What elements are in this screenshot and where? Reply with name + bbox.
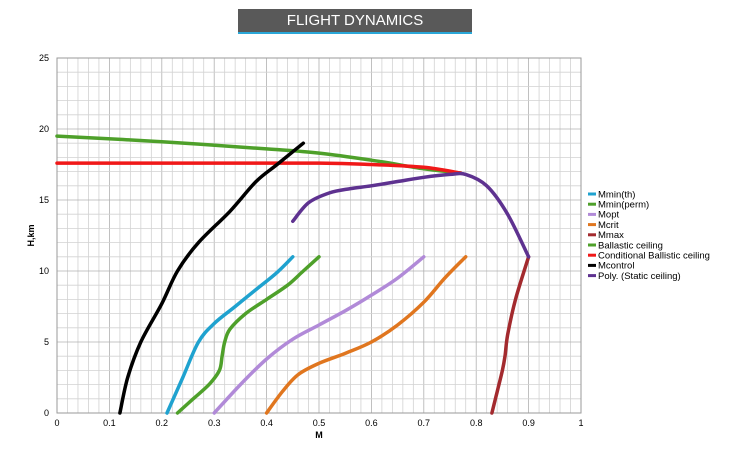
x-tick-label: 0 xyxy=(54,418,59,428)
chart-grid xyxy=(56,57,582,414)
x-tick-label: 0.7 xyxy=(418,418,431,428)
legend-label: Mmin(th) xyxy=(598,189,635,200)
legend-label: Mopt xyxy=(598,210,619,221)
series-line-7 xyxy=(118,141,306,415)
x-tick-label: 0.1 xyxy=(103,418,116,428)
y-axis-label: H,km xyxy=(26,224,36,246)
y-tick-label: 0 xyxy=(44,408,49,418)
legend-label: Mcrit xyxy=(598,220,619,231)
y-tick-label: 20 xyxy=(39,124,49,134)
series-line-0 xyxy=(165,255,295,415)
series-line-8 xyxy=(291,171,531,259)
x-tick-label: 0.5 xyxy=(313,418,326,428)
x-tick-label: 0.4 xyxy=(260,418,273,428)
series-line-6 xyxy=(55,161,463,175)
series-line-4 xyxy=(490,255,531,415)
legend-label: Ballastic ceiling xyxy=(598,240,663,251)
legend-label: Conditional Ballistic ceiling xyxy=(598,251,710,262)
x-tick-label: 0.3 xyxy=(208,418,221,428)
x-tick-label: 0.6 xyxy=(365,418,378,428)
series-line-3 xyxy=(264,255,468,415)
series-line-2 xyxy=(212,255,426,415)
y-tick-label: 10 xyxy=(39,266,49,276)
legend-label: Mcontrol xyxy=(598,261,634,272)
plot-border xyxy=(56,57,582,414)
legend-label: Poly. (Static ceiling) xyxy=(598,271,681,282)
series-line-1 xyxy=(175,255,321,415)
chart-title: FLIGHT DYNAMICS xyxy=(238,9,472,34)
y-tick-label: 5 xyxy=(44,337,49,347)
x-axis-label: M xyxy=(315,430,323,440)
chart-series xyxy=(55,134,531,415)
legend-label: Mmax xyxy=(598,230,624,241)
x-tick-label: 0.8 xyxy=(470,418,483,428)
chart-legend: Mmin(th)Mmin(perm)MoptMcritMmaxBallastic… xyxy=(588,189,710,282)
x-tick-label: 0.9 xyxy=(522,418,535,428)
x-tick-label: 1 xyxy=(578,418,583,428)
legend-label: Mmin(perm) xyxy=(598,200,649,211)
y-tick-label: 25 xyxy=(39,53,49,63)
chart-axes xyxy=(56,57,582,414)
y-tick-label: 15 xyxy=(39,195,49,205)
x-tick-label: 0.2 xyxy=(156,418,169,428)
